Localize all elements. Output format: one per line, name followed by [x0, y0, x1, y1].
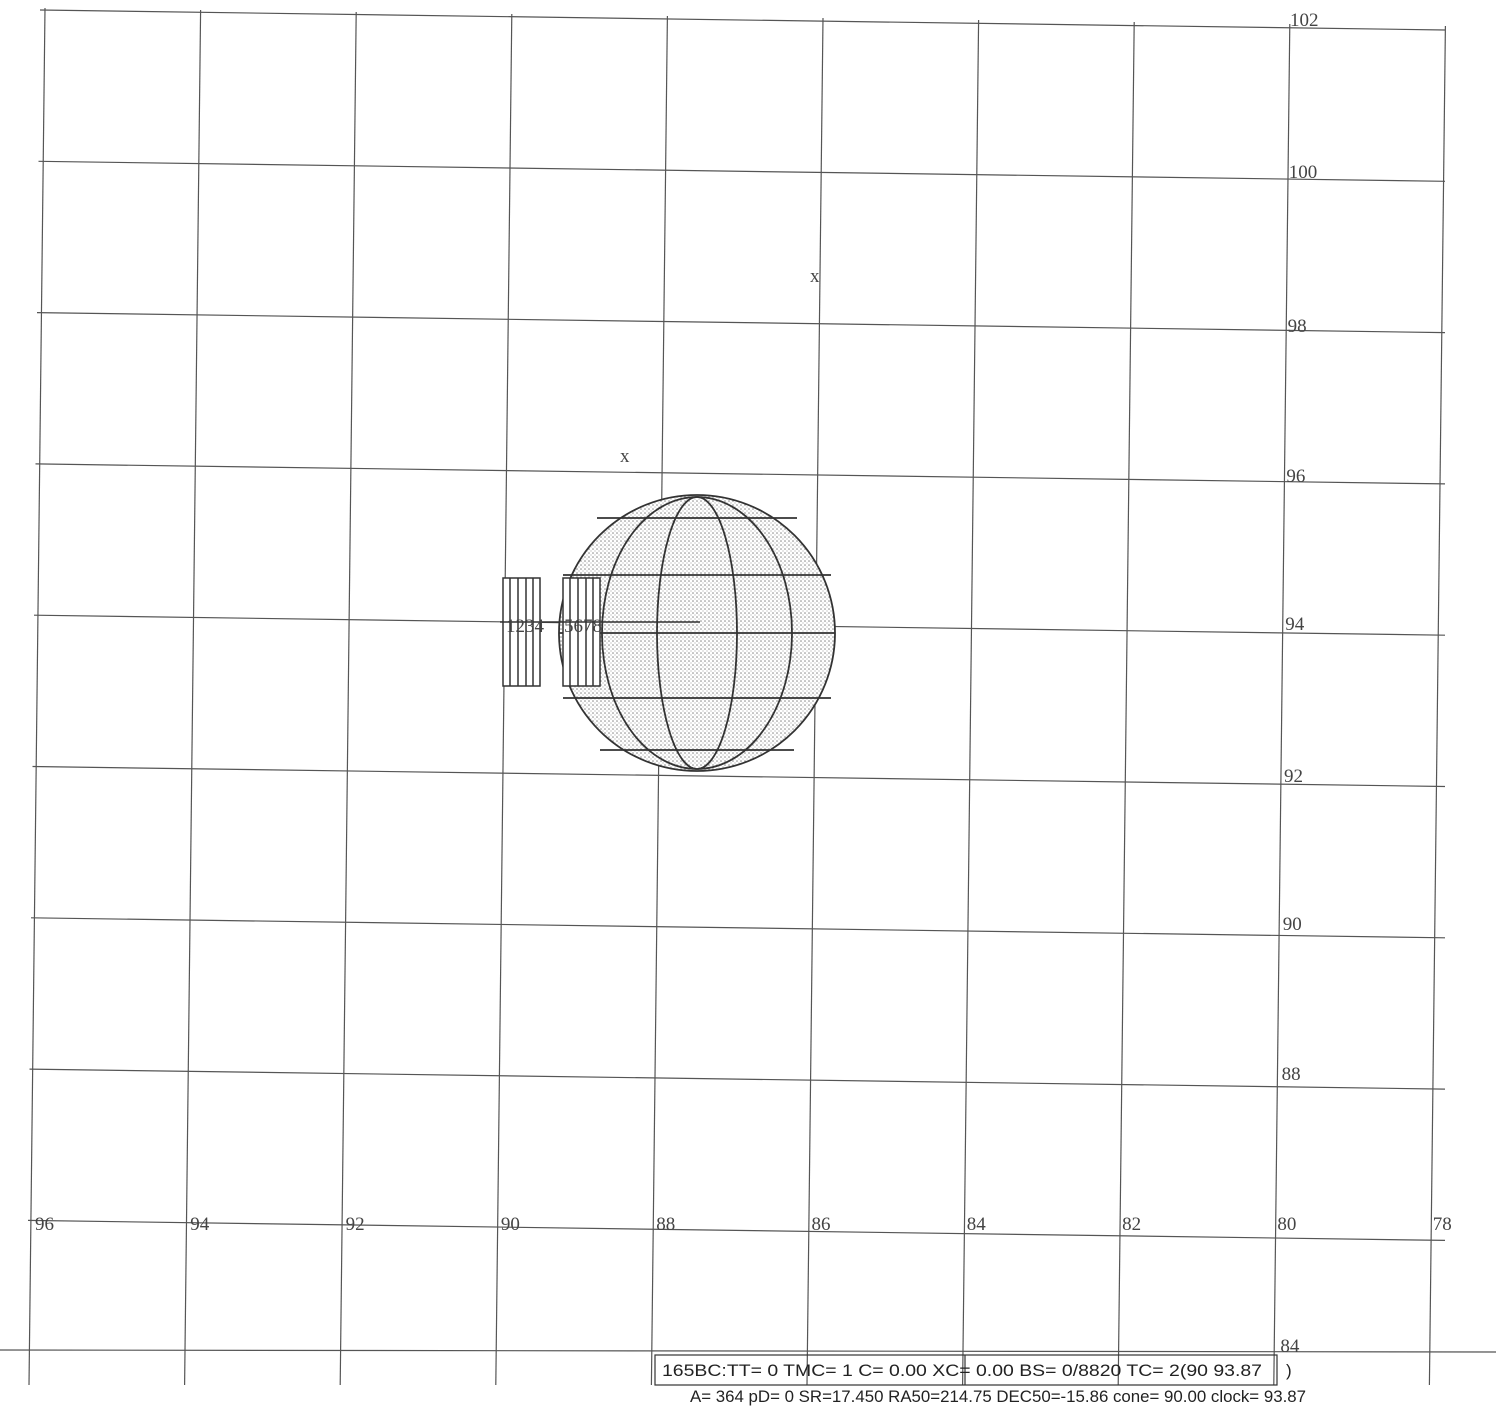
x-label: 80 [1277, 1214, 1296, 1235]
y-label: 94 [1285, 614, 1305, 635]
y-label: 84 [1280, 1336, 1300, 1357]
grid-line [184, 9, 202, 1386]
grid-line [1117, 21, 1135, 1386]
object-label: 1234 [506, 616, 545, 637]
x-label: 90 [501, 1214, 520, 1235]
x-label: 96 [35, 1214, 54, 1235]
marker: x [620, 446, 630, 467]
grid-line [495, 13, 513, 1386]
status-line: ) [1286, 1361, 1292, 1380]
grid-line [27, 1219, 1446, 1241]
x-label: 92 [346, 1214, 365, 1235]
y-label: 100 [1289, 162, 1318, 183]
grid-line [28, 7, 46, 1386]
x-label: 82 [1122, 1214, 1141, 1235]
grid-line [30, 917, 1446, 939]
grid-line [39, 9, 1446, 31]
grid-line [1273, 23, 1291, 1386]
grid-line [29, 1068, 1446, 1090]
grid [27, 7, 1446, 1386]
y-label: 88 [1282, 1064, 1301, 1085]
status-box [654, 1354, 1278, 1386]
status-line: A= 364 pD= 0 SR=17.450 RA50=214.75 DEC50… [690, 1387, 1306, 1406]
x-label: 88 [656, 1214, 675, 1235]
x-label: 86 [812, 1214, 831, 1235]
y-label: 90 [1283, 914, 1302, 935]
object-label: 5678 [564, 616, 602, 637]
status-line: 165BC:TT= 0 TMC= 1 C= 0.00 XC= 0.00 BS= … [662, 1361, 1262, 1380]
grid-line [339, 11, 357, 1386]
y-label: 98 [1288, 316, 1307, 337]
y-label: 96 [1286, 466, 1305, 487]
x-label: 94 [190, 1214, 210, 1235]
satellites [500, 577, 700, 687]
grid-line [35, 463, 1446, 485]
y-label: 102 [1290, 10, 1319, 31]
grid-line [962, 19, 980, 1386]
grid-line [32, 765, 1446, 788]
grid-line [1428, 25, 1446, 1386]
x-label: 84 [967, 1214, 987, 1235]
grid-line [36, 312, 1446, 334]
y-label: 92 [1284, 766, 1303, 787]
x-label: 78 [1433, 1214, 1452, 1235]
planet [558, 494, 836, 772]
grid-line [38, 160, 1446, 182]
horizon-line [0, 1349, 1496, 1353]
marker: x [810, 266, 820, 287]
